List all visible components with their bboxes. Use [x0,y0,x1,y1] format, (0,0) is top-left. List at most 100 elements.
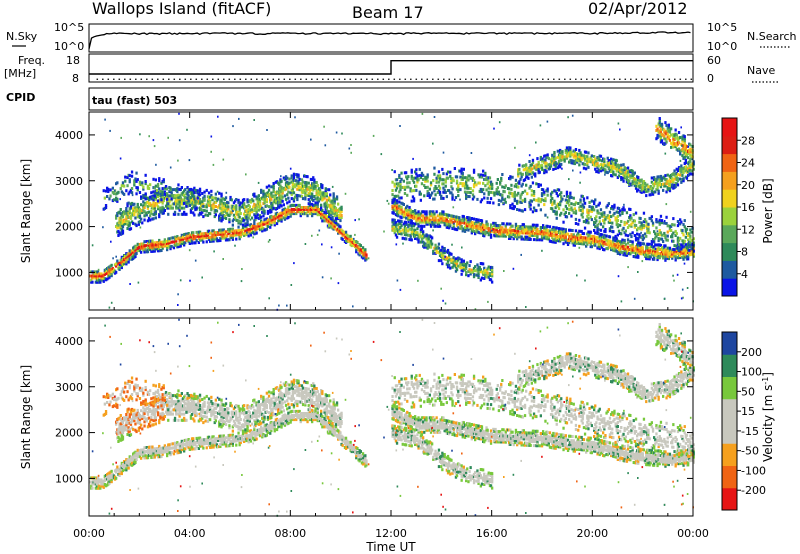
power-cell [522,164,525,168]
power-cell [668,246,672,250]
power-cell [440,216,443,220]
power-cell [243,218,246,222]
power-cell [278,199,281,203]
power-cell [129,204,133,208]
power-cell [459,263,462,267]
power-cell [257,216,260,220]
power-cell [195,239,198,243]
power-cell [123,260,126,264]
power-cell [435,180,438,184]
power-cell [500,228,503,232]
power-cell [135,207,138,211]
power-cell [555,230,558,234]
power-cell [539,183,542,187]
power-cell [243,198,246,202]
power-cell [180,233,183,237]
power-cell [311,194,314,198]
power-cell [504,230,507,234]
power-cell [630,248,633,252]
power-cell [529,233,532,237]
power-cell [683,255,686,259]
power-cell [424,216,427,220]
power-cell [143,250,146,254]
power-cell [229,210,232,214]
power-cell [312,208,315,211]
power-cell [560,197,563,201]
power-cell [395,199,399,203]
power-cell [306,214,309,218]
power-cell [603,221,606,225]
power-cell [183,189,186,193]
power-cell [442,256,445,260]
power-cell [664,236,667,240]
power-cell [247,199,250,203]
power-cell [437,242,441,246]
power-cell [170,197,173,201]
power-cell [518,235,521,239]
power-cell [211,196,214,200]
power-cell [535,167,538,171]
power-cell [428,187,431,191]
power-cell [186,236,189,240]
power-cell [397,194,400,198]
power-cell [159,192,162,196]
power-cell [351,241,354,244]
power-cell [202,236,205,240]
power-cell [229,195,232,199]
power-cell [135,179,138,183]
power-cell [662,248,665,252]
power-cell [646,230,649,234]
power-cell [286,201,289,205]
power-cell [450,218,453,222]
power-cell [539,208,542,212]
power-cell [469,222,472,226]
power-cell [161,187,164,191]
power-cell [599,169,603,173]
power-cell [667,250,670,254]
power-cell [547,235,550,239]
power-cell [141,183,144,187]
power-cell [434,220,437,224]
power-cell [540,163,544,167]
power-cell [573,207,576,211]
power-cell [219,232,222,236]
power-cell [554,206,557,210]
power-cell [539,232,542,236]
power-cell [445,262,448,266]
power-cell [247,230,250,234]
power-cell [195,230,198,234]
power-cell [142,193,145,197]
power-cell [680,164,683,168]
power-cell [405,233,408,237]
power-cell [494,234,497,238]
power-cell [152,245,155,249]
power-cell [304,206,307,209]
power-cell [255,231,258,235]
power-cell [461,182,464,186]
power-cell [517,225,520,228]
power-cell [475,230,478,234]
power-cell [415,233,418,236]
power-cell [662,252,665,256]
power-cell [109,188,112,192]
power-cell [679,167,682,171]
power-cell [254,206,257,210]
power-cell [167,237,170,241]
power-cell [480,229,484,233]
power-cell [522,237,525,241]
power-cell [668,252,672,256]
power-cell [529,163,532,167]
power-cell [292,212,296,216]
power-cell [619,223,622,227]
power-cell [194,241,197,245]
power-cell [261,221,264,225]
power-cell [504,234,507,238]
power-cell [316,202,319,206]
power-cell [630,183,633,187]
power-cell [665,250,668,254]
power-cell [246,219,249,222]
power-cell [630,222,633,226]
power-cell [347,234,350,238]
power-cell [308,190,311,194]
power-cell [232,201,236,205]
